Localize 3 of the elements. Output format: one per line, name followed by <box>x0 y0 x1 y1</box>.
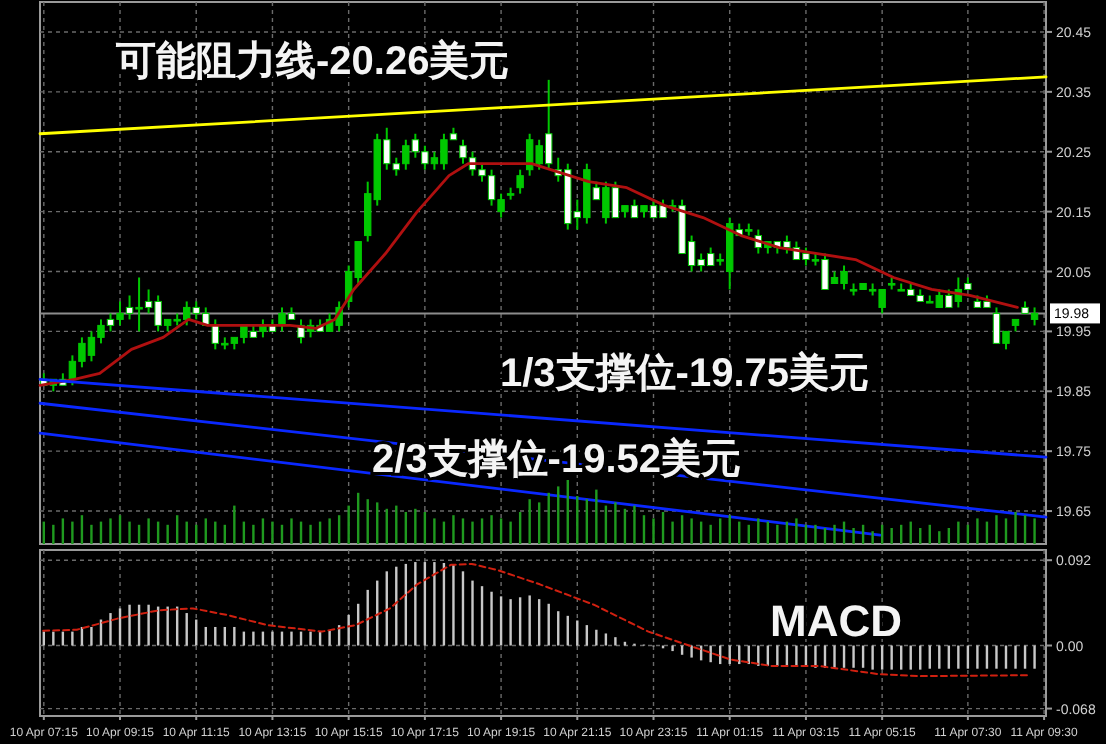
annotation: 可能阻力线-20.26美元 <box>114 38 510 84</box>
annotation: MACD <box>770 596 902 646</box>
annotation: 1/3支撑位-19.75美元 <box>500 350 870 396</box>
